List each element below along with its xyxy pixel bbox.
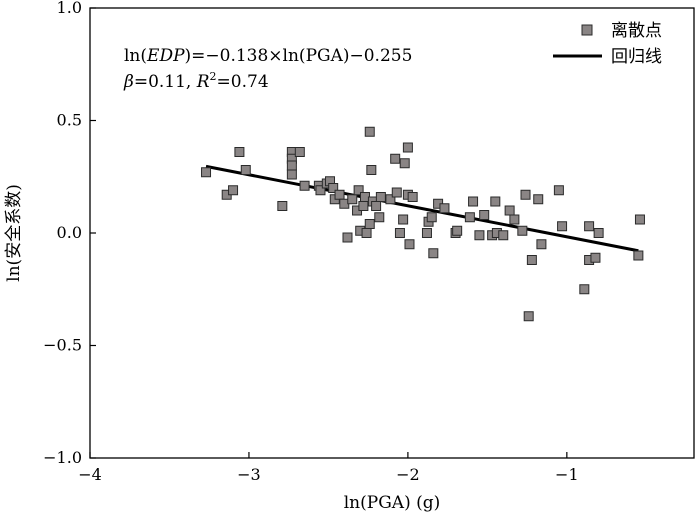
regression-line-group xyxy=(205,164,639,253)
scatter-point xyxy=(277,201,288,211)
x-tick-label: −2 xyxy=(396,465,420,484)
regression-line xyxy=(205,164,639,253)
scatter-point xyxy=(286,169,297,180)
scatter-point xyxy=(374,212,385,223)
y-axis-label: ln(安全系数) xyxy=(4,184,24,282)
x-axis: −4 −3 −2 −1 xyxy=(78,452,579,484)
scatter-point xyxy=(584,221,595,232)
scatter-point xyxy=(474,230,485,241)
scatter-point xyxy=(553,185,564,196)
regression-equation: ln(EDP)=−0.138×ln(PGA)−0.255 xyxy=(124,46,412,66)
scatter-point xyxy=(358,201,369,211)
scatter-point xyxy=(286,160,297,171)
scatter-point xyxy=(347,194,358,205)
scatter-point xyxy=(634,214,645,225)
scatter-point xyxy=(398,214,409,225)
legend-label-scatter: 离散点 xyxy=(611,21,662,41)
scatter-point xyxy=(464,212,475,223)
scatter-point xyxy=(201,167,212,178)
scatter-point xyxy=(402,142,413,153)
scatter-point xyxy=(593,228,604,238)
scatter-point xyxy=(399,158,410,169)
scatter-point xyxy=(364,219,375,229)
scatter-point xyxy=(452,225,463,236)
scatter-point xyxy=(228,185,239,196)
y-tick-label: −1.0 xyxy=(43,448,82,467)
scatter-point xyxy=(498,230,509,241)
scatter-point xyxy=(342,232,353,243)
scatter-point xyxy=(490,196,501,207)
scatter-point xyxy=(426,212,437,223)
scatter-point xyxy=(536,239,547,250)
scatter-point xyxy=(334,189,345,200)
scatter-point xyxy=(371,201,382,211)
scatter-point xyxy=(366,165,377,175)
scatter-point xyxy=(468,196,479,207)
scatter-point xyxy=(633,250,644,261)
scatter-point xyxy=(557,221,568,232)
scatter-point xyxy=(390,153,401,164)
scatter-point xyxy=(579,284,590,295)
x-axis-label: ln(PGA) (g) xyxy=(344,493,441,513)
legend-label-line: 回归线 xyxy=(611,47,662,67)
scatter-point xyxy=(361,228,372,238)
scatter-point xyxy=(315,185,326,196)
fit-statistics: β=0.11, R2=0.74 xyxy=(123,70,269,92)
scatter-point xyxy=(391,187,402,198)
scatter-point xyxy=(439,203,450,214)
legend: 离散点 回归线 xyxy=(553,21,662,67)
scatter-point xyxy=(404,239,415,250)
x-tick-label: −3 xyxy=(237,465,261,484)
scatter-points xyxy=(201,126,645,322)
y-tick-label: 0.0 xyxy=(57,223,82,242)
scatter-point xyxy=(526,255,537,265)
scatter-point xyxy=(590,252,601,263)
scatter-point xyxy=(328,183,339,193)
scatter-point xyxy=(509,214,520,225)
scatter-point xyxy=(407,192,418,202)
scatter-point xyxy=(364,126,375,137)
scatter-point xyxy=(299,180,310,191)
scatter-point xyxy=(523,311,534,322)
scatter-point xyxy=(504,205,515,216)
scatter-point xyxy=(375,192,386,202)
scatter-point xyxy=(479,210,490,220)
legend-marker-scatter xyxy=(581,24,593,36)
y-tick-label: −0.5 xyxy=(43,336,82,355)
scatter-point xyxy=(353,185,364,196)
scatter-point xyxy=(234,147,245,157)
scatter-point xyxy=(394,228,405,238)
scatter-point xyxy=(294,147,305,157)
scatter-point xyxy=(385,194,396,205)
y-tick-label: 0.5 xyxy=(57,111,82,130)
y-tick-label: 1.0 xyxy=(57,0,82,17)
scatter-point xyxy=(520,189,531,200)
scatter-point xyxy=(421,228,432,238)
x-tick-label: −4 xyxy=(78,465,102,484)
scatter-point xyxy=(533,194,544,205)
x-tick-label: −1 xyxy=(555,465,579,484)
y-axis: 1.0 0.5 0.0 −0.5 −1.0 xyxy=(43,0,96,467)
scatter-point xyxy=(517,225,528,236)
scatter-point xyxy=(240,165,251,175)
scatter-point xyxy=(428,248,439,259)
